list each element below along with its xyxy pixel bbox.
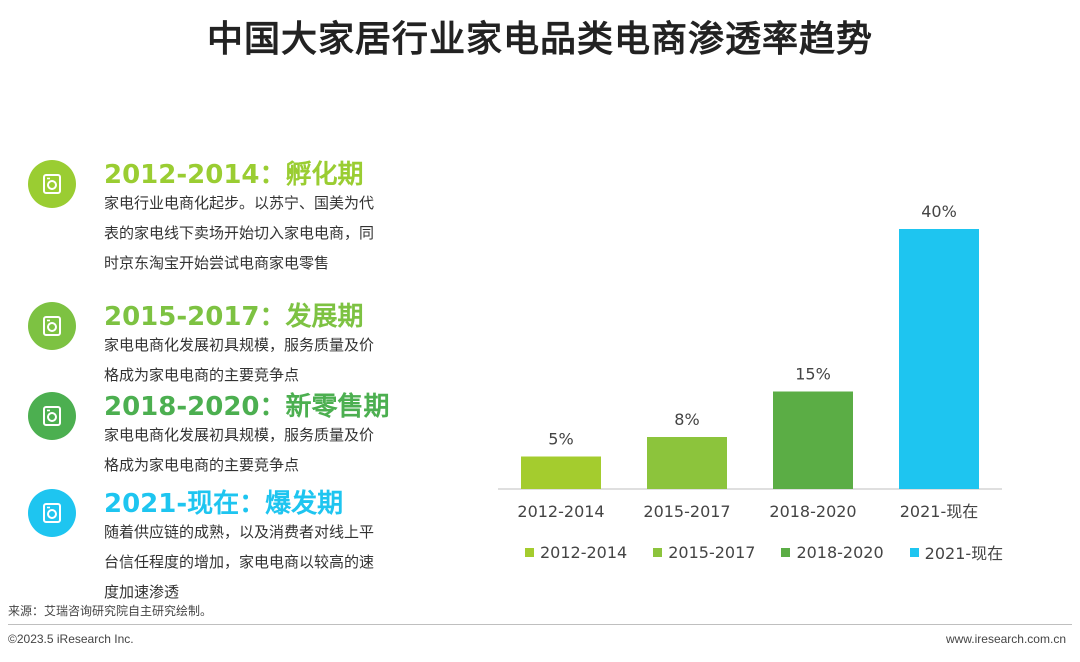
phase-description: 随着供应链的成熟，以及消费者对线上平台信任程度的增加，家电电商以较高的速度加速渗… <box>104 523 375 601</box>
phase-heading: 2012-2014：孵化期 <box>104 160 364 190</box>
phase-heading: 2021-现在：爆发期 <box>104 489 344 519</box>
chart-legend: 2012-2014 2015-2017 2018-2020 2021-现在 <box>525 540 1003 564</box>
data-label: 40% <box>921 202 957 221</box>
phase-description: 家电行业电商化起步。以苏宁、国美为代表的家电线下卖场开始切入家电电商，同时京东淘… <box>104 194 375 272</box>
website-link[interactable]: www.iresearch.com.cn <box>945 632 1066 646</box>
x-tick-label: 2015-2017 <box>643 502 730 521</box>
washing-machine-icon <box>28 302 76 350</box>
legend-swatch <box>525 547 534 557</box>
phase-description: 家电电商化发展初具规模，服务质量及价格成为家电电商的主要竞争点 <box>104 336 375 384</box>
washing-machine-icon <box>28 489 76 537</box>
bar <box>899 229 979 489</box>
phase-heading: 2018-2020：新零售期 <box>104 392 390 422</box>
x-tick-label: 2018-2020 <box>769 502 856 521</box>
bar <box>521 456 601 489</box>
data-label: 15% <box>795 365 831 384</box>
legend-swatch <box>909 547 919 557</box>
bar-chart: 5% 2012-2014 8% 2015-2017 15% 2018-2020 40% 202… <box>498 202 1002 521</box>
legend-label: 2015-2017 <box>668 542 756 562</box>
legend-swatch <box>653 547 663 557</box>
legend-item: 2015-2017 <box>653 540 755 564</box>
phase-description: 家电电商化发展初具规模，服务质量及价格成为家电电商的主要竞争点 <box>104 426 375 474</box>
legend-label: 2021-现在 <box>924 544 1004 563</box>
source-note: 来源：艾瑞咨询研究院自主研究绘制。 <box>8 604 213 618</box>
legend-swatch <box>781 547 791 557</box>
legend-label: 2012-2014 <box>540 542 628 562</box>
legend-item: 2012-2014 <box>525 540 627 564</box>
washing-machine-icon <box>28 160 76 208</box>
legend-label: 2018-2020 <box>796 542 884 562</box>
data-label: 8% <box>674 410 699 429</box>
x-tick-label: 2012-2014 <box>517 502 604 521</box>
legend-item: 2018-2020 <box>781 540 884 564</box>
footer-divider <box>8 624 1072 625</box>
x-tick-label: 2021-现在 <box>900 502 979 521</box>
bar <box>647 437 727 489</box>
copyright: ©2023.5 iResearch Inc. <box>8 632 134 646</box>
phase-heading: 2015-2017：发展期 <box>104 302 364 332</box>
data-label: 5% <box>548 430 573 449</box>
legend-item: 2021-现在 <box>909 540 1004 564</box>
washing-machine-icon <box>28 392 76 440</box>
chart-title: 中国大家居行业家电品类电商渗透率趋势 <box>206 19 873 60</box>
bar <box>773 391 853 489</box>
